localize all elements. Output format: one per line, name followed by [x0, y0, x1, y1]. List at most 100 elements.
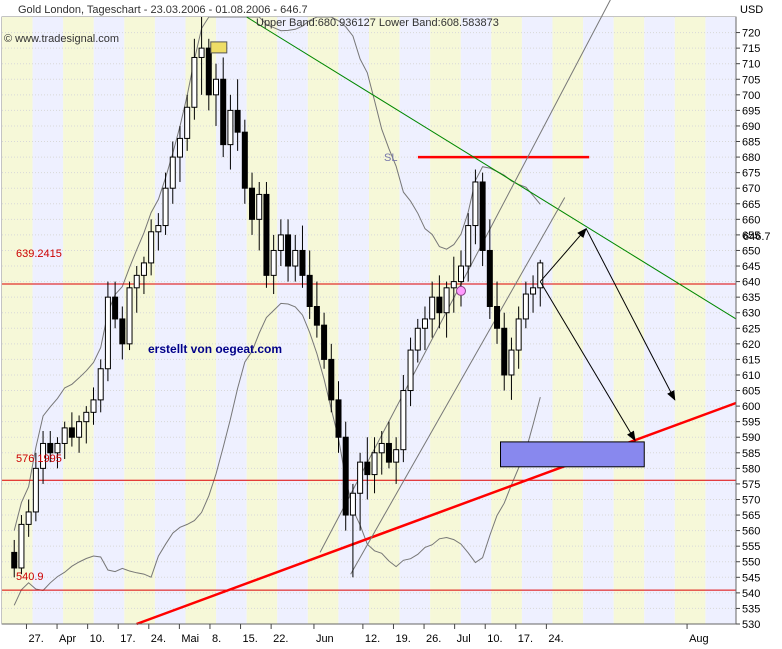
- candle-body: [349, 492, 356, 516]
- candle-body: [299, 249, 306, 276]
- week-stripe: [552, 17, 584, 624]
- candle-body: [191, 56, 198, 108]
- candle-body: [357, 461, 364, 494]
- candle-body: [472, 181, 479, 227]
- target-box: [500, 441, 645, 468]
- candle-body: [342, 436, 349, 516]
- y-tick-label: 620: [742, 339, 760, 351]
- arrow-down-1: [585, 228, 676, 401]
- x-tick-label: Mai: [181, 633, 199, 645]
- y-tick-label: 715: [742, 43, 760, 55]
- y-tick-label: 630: [742, 308, 760, 320]
- candle-body: [83, 411, 90, 423]
- candle-body: [321, 324, 328, 360]
- support-line: [136, 401, 737, 626]
- y-tick-label: 675: [742, 168, 760, 180]
- x-tick-label: 24.: [151, 633, 166, 645]
- candle-body: [32, 467, 39, 513]
- entry-circle: [456, 285, 467, 296]
- candle-body: [515, 318, 522, 351]
- week-stripe: [583, 17, 614, 624]
- x-tick-label: Jun: [316, 633, 334, 645]
- top-marker: [210, 41, 228, 54]
- candle-body: [68, 427, 75, 438]
- candle-body: [249, 187, 256, 220]
- week-stripe: [430, 17, 461, 624]
- y-tick-label: 550: [742, 557, 760, 569]
- arrow-up: [539, 227, 587, 282]
- y-tick-label: 695: [742, 105, 760, 117]
- y-tick-label: 660: [742, 214, 760, 226]
- candle-body: [494, 305, 501, 329]
- candle-body: [479, 181, 486, 251]
- watermark: © www.tradesignal.com: [4, 33, 119, 45]
- y-tick-label: 580: [742, 463, 760, 475]
- y-tick-label: 570: [742, 494, 760, 506]
- x-tick-label: 10.: [90, 633, 105, 645]
- week-stripe: [674, 17, 706, 624]
- candle-body: [176, 137, 183, 158]
- candle-body: [148, 231, 155, 264]
- annotations: [210, 41, 676, 468]
- candle-body: [436, 296, 443, 314]
- candle-body: [18, 523, 25, 569]
- horizontal-levels: [2, 155, 736, 591]
- x-axis: 27. Apr 10. 17. 24. Mai 8. 15. 22. Jun 12. 19. 26. Ju…: [2, 623, 736, 645]
- y-tick-label: 690: [742, 121, 760, 133]
- currency-label: USD: [740, 4, 763, 16]
- candle-body: [155, 225, 162, 233]
- y-tick-label: 545: [742, 572, 760, 584]
- lower-band-line: [13, 302, 541, 606]
- bollinger-bands: [13, 16, 541, 606]
- y-tick-label: 565: [742, 510, 760, 522]
- y-tick-label: 710: [742, 59, 760, 71]
- candle-body: [364, 461, 371, 476]
- y-tick-label: 535: [742, 603, 760, 615]
- candle-body: [184, 106, 191, 139]
- candle-body: [256, 193, 263, 220]
- candle-body: [104, 296, 111, 370]
- candle-body: [61, 427, 68, 444]
- channel-lower-line: [350, 197, 566, 575]
- y-tick-label: 680: [742, 152, 760, 164]
- chart-subtitle: Upper Band:680.936127 Lower Band:608.583…: [256, 17, 499, 29]
- candle-body: [97, 368, 104, 401]
- candle-body: [292, 249, 299, 267]
- y-tick-label: 595: [742, 417, 760, 429]
- candle-body: [371, 452, 378, 476]
- y-tick-label: 605: [742, 386, 760, 398]
- candle-body: [537, 262, 544, 289]
- x-tick-label: 17.: [518, 633, 533, 645]
- candle-body: [407, 349, 414, 392]
- candle-body: [285, 234, 292, 267]
- background-week-stripes: [1, 16, 737, 625]
- trend-lines: [136, 0, 737, 626]
- x-tick-label: 22.: [273, 633, 288, 645]
- candle-body: [443, 287, 450, 314]
- week-stripe: [644, 17, 675, 624]
- candle-body: [119, 318, 126, 345]
- candle-body: [205, 47, 212, 96]
- week-stripe: [338, 17, 369, 624]
- y-tick-label: 650: [742, 245, 760, 257]
- y-tick-label: 600: [742, 401, 760, 413]
- y-tick-label: 635: [742, 292, 760, 304]
- level-label-3: 540.9: [16, 571, 44, 583]
- candle-body: [306, 274, 313, 307]
- resistance-line: [246, 16, 737, 320]
- week-stripe: [32, 17, 64, 624]
- candle-body: [162, 187, 169, 227]
- x-tick-label: 8.: [212, 633, 221, 645]
- x-tick-label: 17.: [120, 633, 135, 645]
- y-tick-label: 685: [742, 137, 760, 149]
- arrow-down-2: [539, 281, 636, 442]
- candle-body: [501, 327, 508, 376]
- y-tick-label: 625: [742, 323, 760, 335]
- candle-body: [112, 296, 119, 320]
- y-tick-label: 610: [742, 370, 760, 382]
- y-tick-label: 665: [742, 199, 760, 211]
- week-stripe: [369, 17, 400, 624]
- candle-body: [328, 358, 335, 401]
- candle-body: [421, 318, 428, 329]
- x-tick-label: 15.: [243, 633, 258, 645]
